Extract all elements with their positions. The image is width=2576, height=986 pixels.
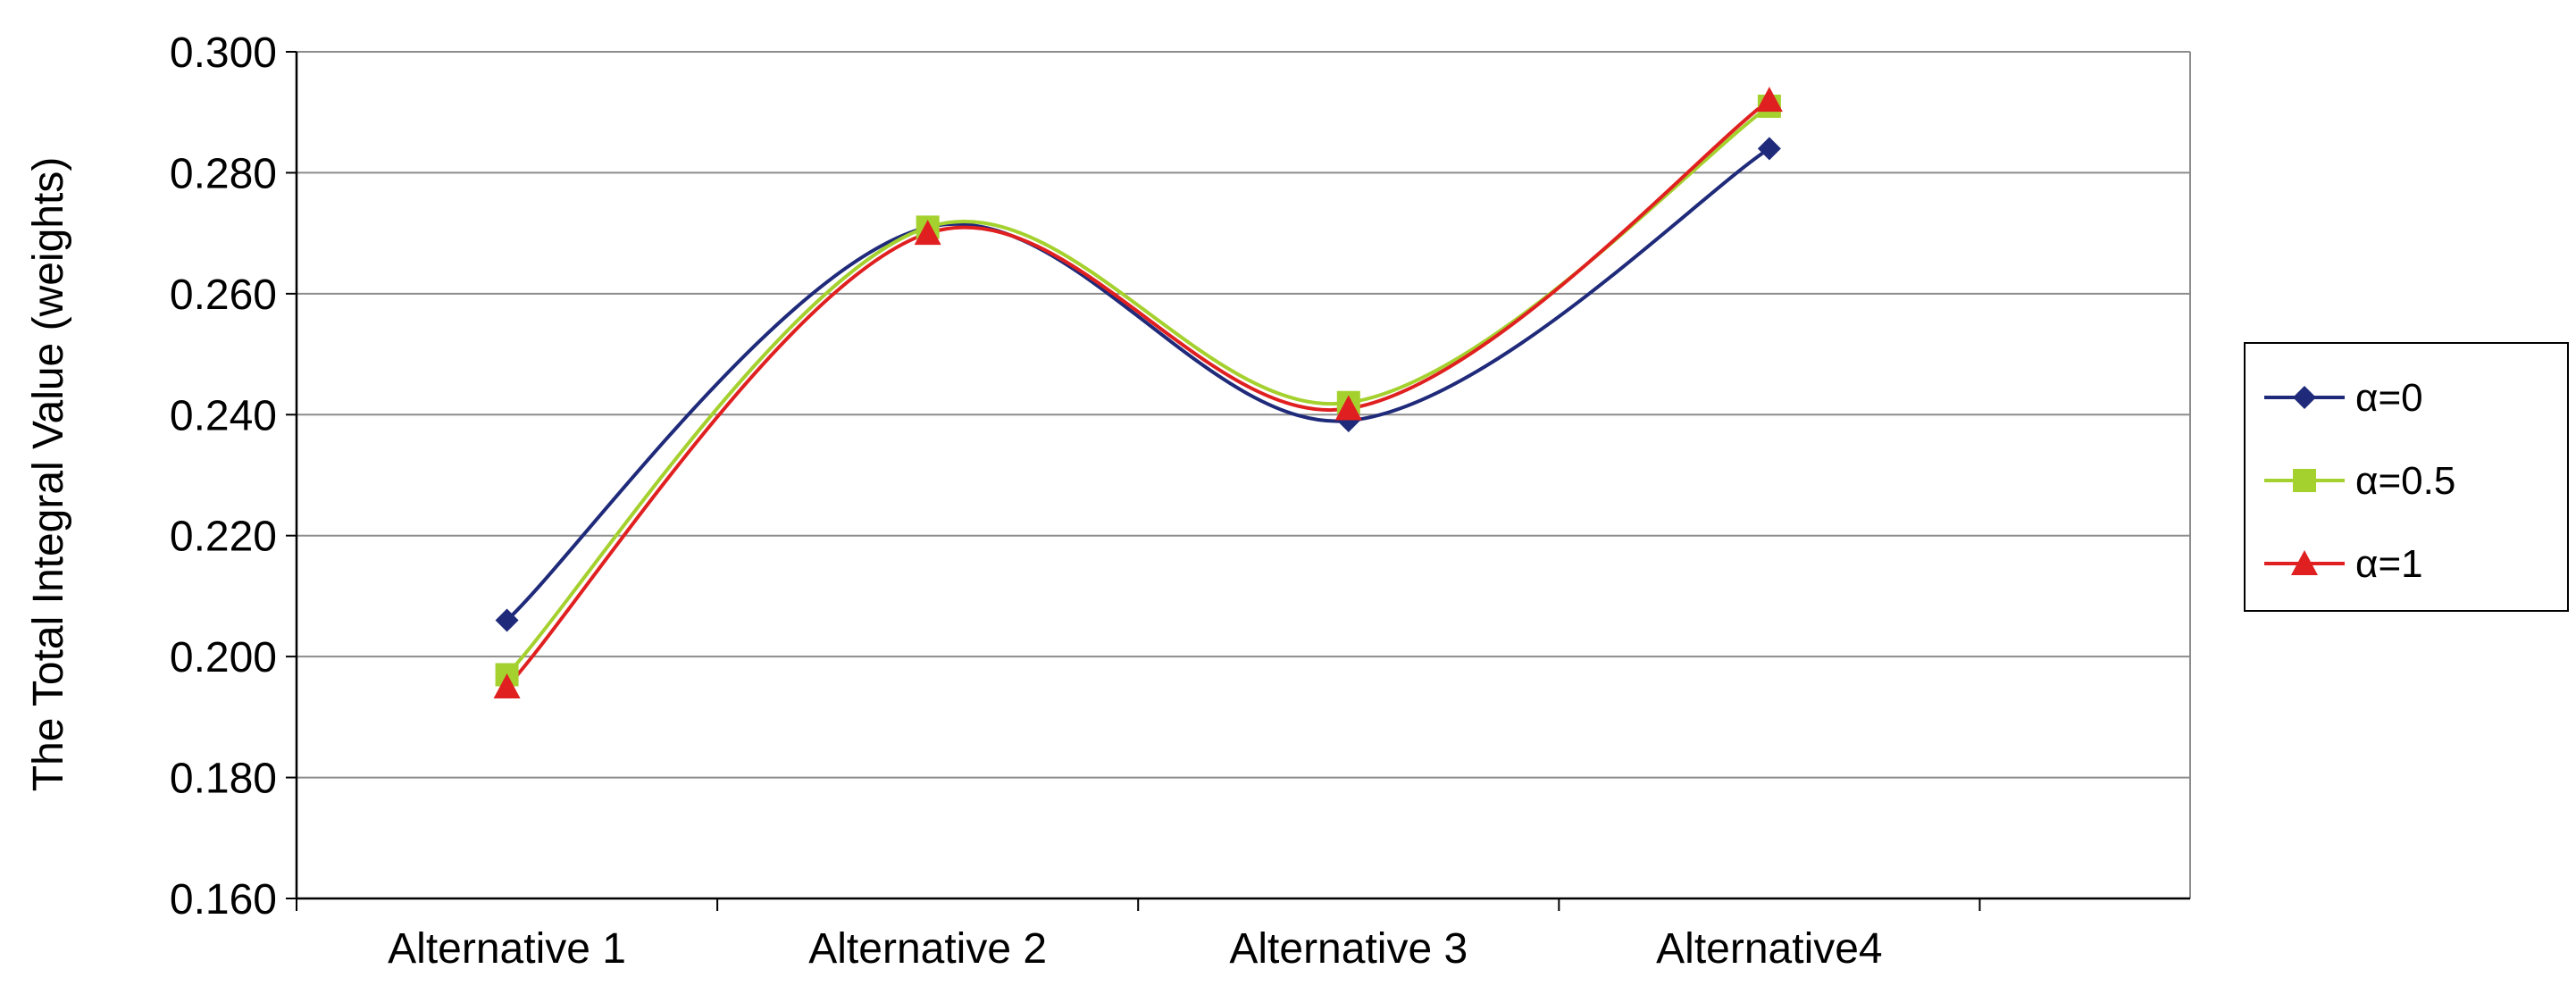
legend-marker: [2293, 386, 2316, 409]
x-tick-label: Alternative4: [1656, 925, 1882, 973]
legend-label: α=1: [2355, 542, 2423, 586]
y-tick-label: 0.220: [170, 514, 277, 561]
series-markers: [493, 87, 1783, 698]
y-tick-label: 0.200: [170, 634, 277, 681]
data-point-series-0: [1757, 137, 1781, 161]
y-tick-label: 0.300: [170, 29, 277, 77]
gridlines: [297, 51, 2191, 898]
axes: 0.160 0.180 0.200 0.220 0.240 0.260 0.280 0.300…: [170, 29, 2190, 973]
series-line-1: [506, 104, 1771, 676]
legend: α=0 α=0.5 α=1: [2244, 342, 2569, 612]
y-axis-title: The Total Integral Value (weights): [25, 157, 72, 792]
series-line-2: [506, 98, 1771, 689]
data-point-series-2: [1755, 87, 1783, 113]
x-tick-label: Alternative 3: [1229, 925, 1468, 973]
legend-marker: [2293, 469, 2316, 492]
data-point-series-2: [493, 673, 521, 698]
y-tick-label: 0.260: [170, 272, 277, 319]
legend-label: α=0.5: [2355, 459, 2455, 503]
x-tick-label: Alternative 1: [388, 925, 626, 973]
x-tick-label: Alternative 2: [808, 925, 1047, 973]
data-point-series-0: [495, 608, 519, 632]
y-tick-label: 0.180: [170, 756, 277, 803]
legend-marker: [2291, 550, 2318, 575]
data-point-series-2: [1334, 395, 1362, 421]
data-point-series-2: [914, 220, 941, 246]
y-tick-label: 0.280: [170, 150, 277, 197]
legend-label: α=0: [2355, 376, 2423, 420]
series-lines: [506, 98, 1771, 689]
y-tick-label: 0.240: [170, 392, 277, 439]
y-tick-label: 0.160: [170, 876, 277, 923]
series-line-0: [506, 146, 1770, 622]
